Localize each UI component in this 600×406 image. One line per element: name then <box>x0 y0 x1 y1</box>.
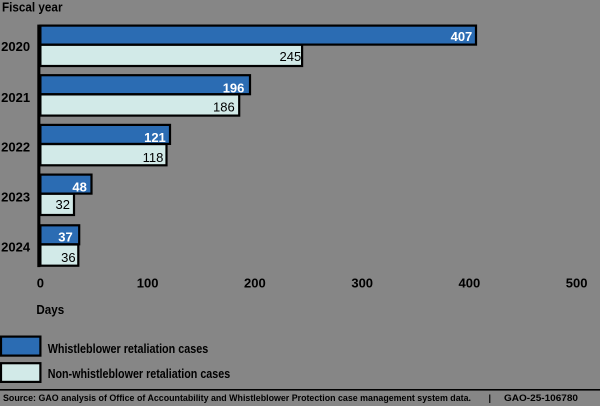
svg-text:118: 118 <box>143 150 164 165</box>
svg-text:407: 407 <box>451 29 473 44</box>
svg-text:Non-whistleblower retaliation: Non-whistleblower retaliation cases <box>48 366 231 381</box>
svg-text:Fiscal year: Fiscal year <box>2 0 63 14</box>
svg-text:100: 100 <box>137 275 159 290</box>
svg-text:200: 200 <box>244 275 266 290</box>
svg-text:GAO-25-106780: GAO-25-106780 <box>504 393 578 403</box>
svg-text:245: 245 <box>279 49 301 64</box>
svg-text:2023: 2023 <box>1 190 30 205</box>
svg-text:36: 36 <box>61 250 75 265</box>
svg-text:121: 121 <box>144 130 166 145</box>
svg-text:400: 400 <box>459 275 481 290</box>
svg-text:2020: 2020 <box>1 39 30 54</box>
svg-text:37: 37 <box>58 230 72 245</box>
svg-text:2022: 2022 <box>1 140 30 155</box>
svg-text:2024: 2024 <box>1 239 31 254</box>
svg-text:48: 48 <box>72 179 86 194</box>
svg-text:300: 300 <box>351 275 373 290</box>
svg-text:186: 186 <box>213 99 235 114</box>
svg-text:0: 0 <box>37 275 44 290</box>
svg-text:32: 32 <box>56 197 70 212</box>
svg-text:2021: 2021 <box>1 90 30 105</box>
svg-text:196: 196 <box>223 81 245 96</box>
svg-text:Whistleblower retaliation case: Whistleblower retaliation cases <box>48 341 209 356</box>
svg-text:500: 500 <box>566 275 588 290</box>
svg-text:Source: GAO analysis of Office: Source: GAO analysis of Office of Accoun… <box>3 393 471 403</box>
svg-text:|: | <box>489 393 492 403</box>
svg-text:Days: Days <box>36 302 64 317</box>
